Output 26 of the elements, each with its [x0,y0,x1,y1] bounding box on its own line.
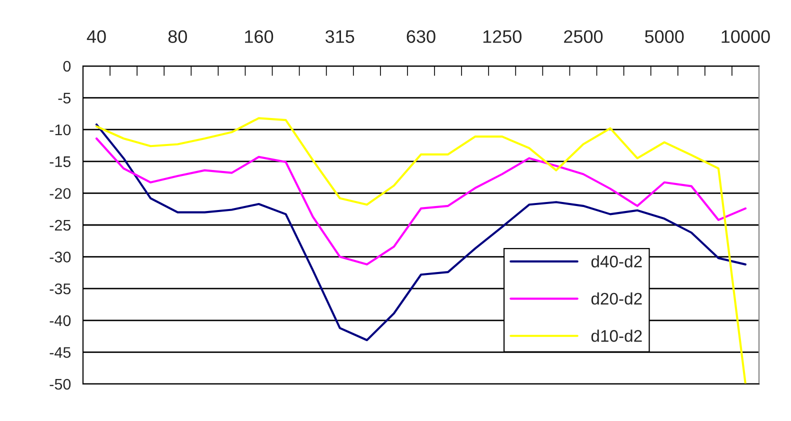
x-tick-label: 40 [86,30,106,43]
x-tick-label: 315 [326,30,354,43]
y-tick-label: -10 [50,124,71,136]
y-tick-label: -15 [50,156,71,168]
y-tick-label: -20 [50,188,71,199]
line-series [95,137,747,266]
legend-label: d40-d2 [591,255,642,268]
y-tick-label: -35 [50,283,71,294]
y-tick-label: 0 [63,60,71,72]
y-tick-label: -5 [58,92,71,104]
y-tick-label: -45 [50,347,71,358]
x-tick-label: 1250 [483,30,522,43]
legend-label: d20-d2 [591,292,642,305]
x-tick-label: 5000 [645,30,684,43]
x-tick-label: 80 [168,30,187,43]
line-series [95,123,747,342]
line-series [95,117,747,384]
y-tick-label: -30 [50,252,71,262]
y-tick-label: -50 [50,378,71,390]
y-tick-label: -25 [50,220,71,231]
x-tick-label: 10000 [722,30,770,43]
x-tick-label: 630 [406,30,436,43]
legend-label: d10-d2 [591,330,642,342]
x-tick-label: 160 [245,30,274,43]
x-tick-label: 2500 [564,30,603,43]
y-tick-label: -40 [50,315,71,326]
